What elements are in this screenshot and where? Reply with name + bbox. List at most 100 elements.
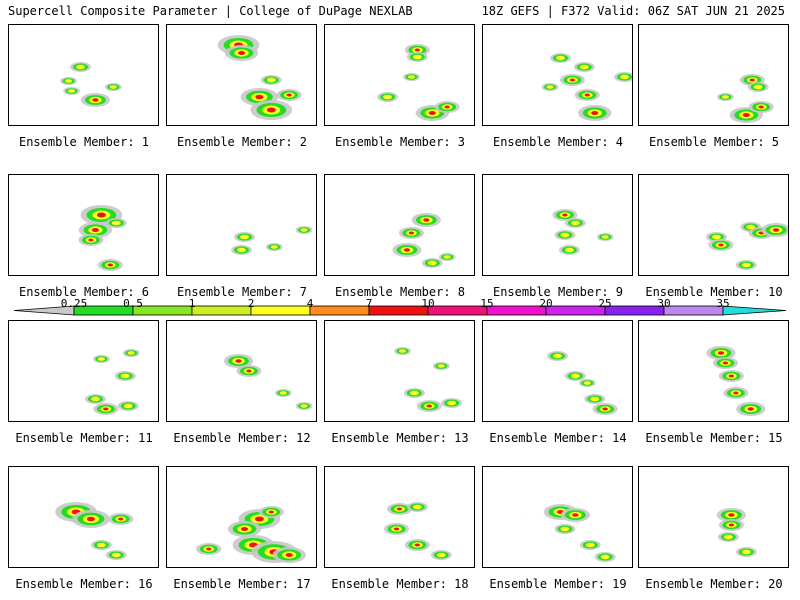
field-contour-high [562, 213, 568, 217]
member-label: Ensemble Member: 1 [18, 135, 150, 149]
field-contour-high [403, 248, 411, 252]
arctic-island [697, 470, 715, 476]
hudson-bay-outline [563, 495, 581, 509]
arctic-island [752, 26, 770, 32]
mexico-border [543, 97, 570, 105]
mexico-border [69, 393, 96, 401]
arctic-island [225, 28, 243, 34]
field-contour [723, 534, 733, 540]
ensemble-member-map [638, 24, 789, 126]
arctic-island [752, 322, 770, 328]
arctic-island [246, 27, 261, 31]
field-contour-high [728, 374, 735, 378]
field-contour [427, 260, 437, 266]
field-contour-high [88, 238, 94, 242]
ensemble-member-map [324, 320, 475, 422]
arctic-island [596, 468, 614, 474]
field-contour-high [118, 517, 124, 521]
field-contour-high [414, 543, 421, 547]
arctic-island [280, 322, 298, 328]
field-contour [600, 554, 610, 560]
mexico-border [699, 393, 726, 401]
colorbar-segment [604, 305, 665, 316]
field-contour [412, 54, 422, 60]
colorbar-segment [427, 305, 488, 316]
hudson-bay-outline [405, 349, 423, 363]
hudson-bay-outline [719, 53, 737, 67]
field-contour [412, 504, 422, 510]
field-contour-high [96, 212, 106, 218]
ensemble-member-map [8, 320, 159, 422]
arctic-island [562, 323, 577, 327]
arctic-island [697, 28, 715, 34]
field-contour [437, 364, 445, 368]
field-contour [127, 351, 135, 355]
arctic-island [225, 178, 243, 184]
member-label: Ensemble Member: 3 [334, 135, 466, 149]
colorbar-tick-label: 1 [188, 297, 196, 310]
arctic-island [213, 181, 225, 185]
arctic-island [122, 176, 140, 182]
member-label: Ensemble Member: 5 [648, 135, 780, 149]
arctic-island [404, 27, 419, 31]
field-contour-high [235, 359, 242, 363]
field-contour [570, 373, 580, 379]
arctic-island [577, 326, 598, 332]
member-label: Ensemble Member: 8 [334, 285, 466, 299]
field-contour-high [408, 231, 415, 235]
arctic-island [685, 181, 697, 185]
arctic-island [122, 322, 140, 328]
hudson-bay-outline [89, 53, 107, 67]
field-contour [560, 526, 570, 532]
arctic-island [261, 180, 282, 186]
field-contour [546, 85, 554, 89]
mexico-border [385, 539, 412, 547]
arctic-island [541, 28, 559, 34]
ensemble-member-map [324, 174, 475, 276]
arctic-island [529, 327, 541, 331]
arctic-island [67, 178, 85, 184]
member-label: Ensemble Member: 20 [645, 577, 783, 591]
colorbar-right-arrow [722, 305, 787, 316]
arctic-island [371, 31, 383, 35]
field-contour-high [728, 513, 735, 517]
arctic-island [246, 323, 261, 327]
field-contour [585, 542, 595, 548]
field-contour [447, 400, 457, 406]
mexico-border [227, 393, 254, 401]
arctic-island [562, 469, 577, 473]
field-contour [407, 75, 415, 79]
field-contour [553, 353, 562, 359]
coastline [328, 469, 467, 562]
ensemble-member-map [8, 174, 159, 276]
field-contour [237, 247, 246, 253]
colorbar-tick-label: 30 [657, 297, 671, 310]
arctic-island [225, 324, 243, 330]
field-contour [97, 357, 105, 361]
coastline [642, 27, 781, 120]
field-contour-high [268, 510, 274, 514]
mexico-border [69, 539, 96, 547]
field-contour-high [266, 107, 276, 113]
arctic-island [733, 30, 754, 36]
field-contour-high [758, 105, 764, 109]
field-contour-high [286, 93, 292, 97]
arctic-island [67, 28, 85, 34]
arctic-island [562, 177, 577, 181]
field-contour [383, 94, 393, 100]
arctic-island [67, 324, 85, 330]
member-label: Ensemble Member: 2 [176, 135, 308, 149]
arctic-island [103, 326, 124, 332]
arctic-island [577, 472, 598, 478]
field-contour-high [569, 78, 576, 82]
arctic-island [122, 26, 140, 32]
field-contour [409, 390, 419, 396]
field-contour [443, 255, 451, 259]
arctic-island [718, 323, 733, 327]
colorbar-segment [663, 305, 724, 316]
arctic-island [562, 27, 577, 31]
member-label: Ensemble Member: 6 [18, 285, 150, 299]
field-contour [300, 228, 308, 232]
colorbar-segment [191, 305, 252, 316]
field-contour [68, 89, 76, 93]
